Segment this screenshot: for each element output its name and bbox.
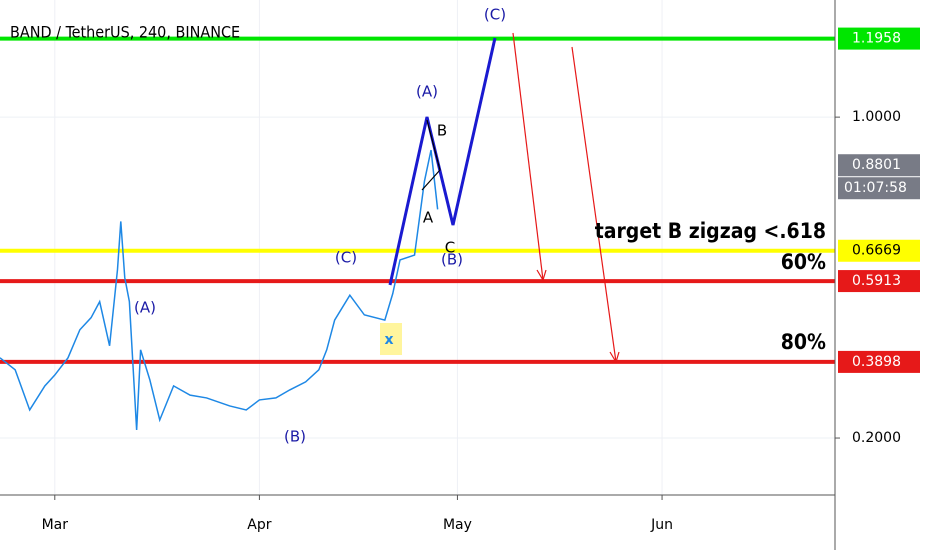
annotation: (C) <box>484 6 506 24</box>
annotation: target B zigzag <.618 <box>595 219 826 243</box>
level-label: 0.3898 <box>852 354 901 370</box>
annotation: B <box>437 122 447 140</box>
level-label-box <box>838 270 920 293</box>
annotation: (A) <box>134 299 156 317</box>
x-tick-label: Jun <box>650 517 673 533</box>
level-label-box <box>838 27 920 50</box>
levels <box>0 36 835 364</box>
level-label-box <box>838 239 920 262</box>
x-tick-label: Apr <box>247 517 271 533</box>
last-price-label: 0.8801 <box>852 157 901 173</box>
level-label: 0.6669 <box>852 243 901 259</box>
annotation: x <box>384 332 393 348</box>
annotation: (B) <box>284 428 306 446</box>
countdown-label: 01:07:58 <box>844 180 907 196</box>
price <box>0 149 439 431</box>
wave-drawing <box>421 119 441 191</box>
highlight-box <box>380 323 402 355</box>
price-line <box>0 149 439 431</box>
grid <box>0 0 835 495</box>
axis: 1.0000 0.2000 Mar Apr May Jun 1.1958 0.6669 0.59… <box>42 27 920 533</box>
annotation: C <box>445 239 455 257</box>
annotation: 60% <box>781 250 826 274</box>
annotation: (A) <box>416 83 438 101</box>
arrows <box>512 32 620 364</box>
last-price-box <box>838 154 920 177</box>
annotation: (B) <box>441 251 463 269</box>
level-label: 0.5913 <box>852 273 901 289</box>
annotation: (C) <box>335 249 357 267</box>
level-label-box <box>838 350 920 373</box>
annotation: 80% <box>781 330 826 354</box>
y-tick-label: 1.0000 <box>852 109 901 125</box>
x-tick-label: Mar <box>42 517 69 533</box>
annotation: A <box>423 209 434 227</box>
level-label: 1.1958 <box>852 31 901 47</box>
countdown-box <box>838 177 920 200</box>
wave-drawing <box>388 37 497 286</box>
chart-title: BAND / TetherUS, 240, BINANCE <box>10 23 240 42</box>
y-tick-label: 0.2000 <box>852 430 901 446</box>
x-tick-label: May <box>443 517 472 533</box>
